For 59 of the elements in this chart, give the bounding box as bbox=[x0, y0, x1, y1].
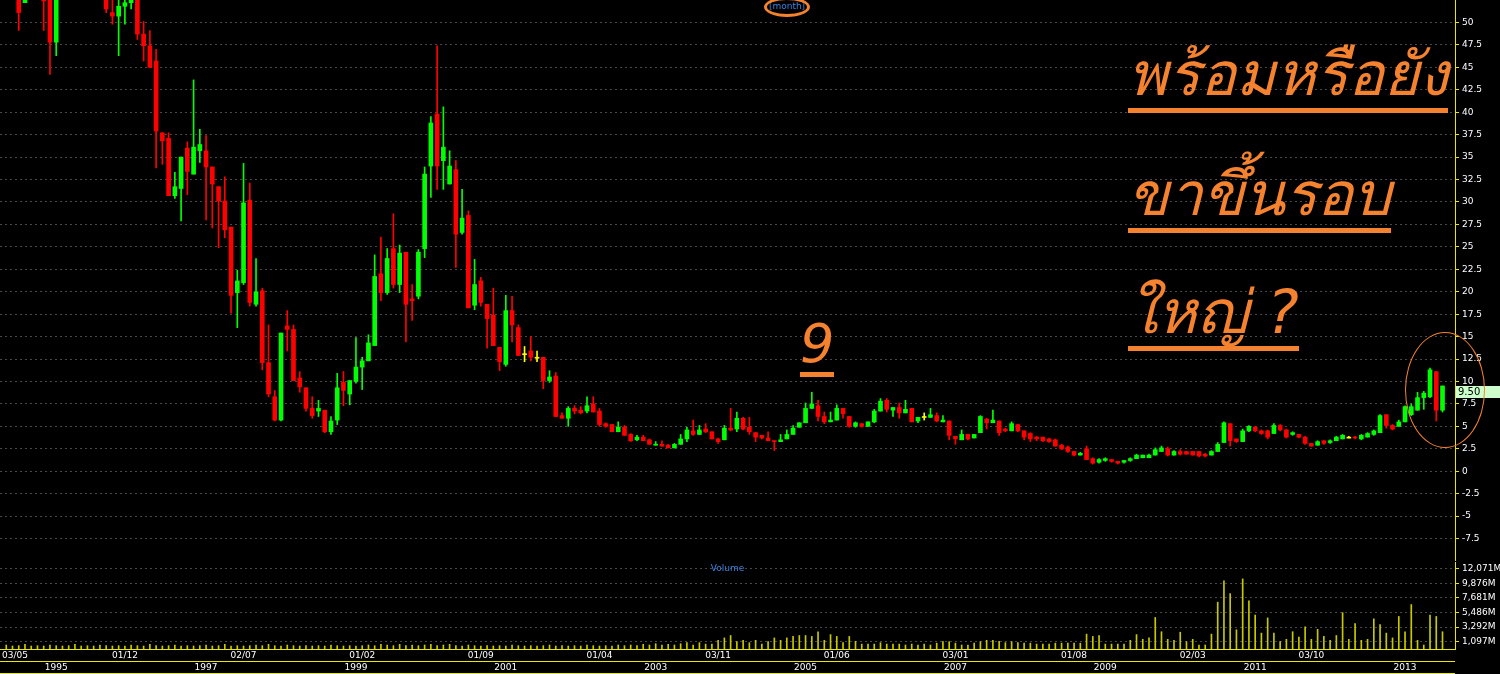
x2-tick-label: 1995 bbox=[44, 662, 68, 673]
y-tick-label: 32.5 bbox=[1462, 173, 1483, 184]
y-tick-label: 47.5 bbox=[1462, 39, 1483, 50]
y-tick-label: 30 bbox=[1462, 196, 1474, 207]
y-tick-label: 2.5 bbox=[1462, 443, 1477, 454]
annotation: ใหญ่ ? bbox=[1128, 277, 1299, 351]
y-tick-label: -7.5 bbox=[1462, 532, 1480, 543]
x-tick-label: 01/12 bbox=[111, 650, 138, 661]
y-tick-label: 3,292M bbox=[1462, 621, 1496, 632]
y-tick-label: 25 bbox=[1462, 241, 1474, 252]
annotation: 9.50 bbox=[1458, 385, 1481, 397]
x-tick-label: 02/03 bbox=[1179, 650, 1206, 661]
x-tick-label: 01/06 bbox=[823, 650, 851, 661]
x2-tick-label: 2011 bbox=[1243, 662, 1267, 673]
x2-tick-label: 2005 bbox=[794, 662, 818, 673]
y-tick-label: 15 bbox=[1462, 330, 1474, 341]
candlestick bbox=[359, 356, 365, 390]
y-tick-label: 10 bbox=[1462, 375, 1474, 386]
x-tick-label: 02/07 bbox=[230, 650, 257, 661]
annotation: 9 bbox=[800, 312, 835, 377]
x-tick-label: 01/04 bbox=[586, 650, 613, 661]
y-tick-label: 37.5 bbox=[1462, 128, 1483, 139]
y-tick-label: -5 bbox=[1462, 510, 1471, 521]
candlestick bbox=[534, 350, 540, 363]
y-tick-label: 7,681M bbox=[1462, 592, 1496, 603]
x2-tick-label: 2013 bbox=[1393, 662, 1417, 673]
y-tick-label: 5 bbox=[1462, 420, 1468, 431]
y-tick-label: 27.5 bbox=[1462, 218, 1483, 229]
y-tick-label: 7.5 bbox=[1462, 398, 1477, 409]
y-tick-label: 45 bbox=[1462, 61, 1474, 72]
x2-tick-label: 1997 bbox=[194, 662, 218, 673]
y-tick-label: 5,486M bbox=[1462, 606, 1496, 617]
x-tick-label: 03/11 bbox=[705, 650, 732, 661]
chart-title: [month] bbox=[768, 0, 806, 11]
y-tick-label: 12,071M bbox=[1462, 563, 1500, 574]
y-tick-label: 40 bbox=[1462, 106, 1474, 117]
y-tick-label: 20 bbox=[1462, 286, 1474, 297]
y-tick-label: 17.5 bbox=[1462, 308, 1483, 319]
x2-tick-label: 2003 bbox=[644, 662, 668, 673]
x2-tick-label: 2001 bbox=[494, 662, 518, 673]
x2-tick-label: 2009 bbox=[1093, 662, 1118, 673]
x-tick-label: 01/08 bbox=[1061, 650, 1088, 661]
x-tick-label: 01/02 bbox=[349, 650, 376, 661]
x-tick-label: 01/09 bbox=[467, 650, 495, 661]
y-tick-label: 9,876M bbox=[1462, 577, 1496, 588]
y-tick-label: 42.5 bbox=[1462, 84, 1483, 95]
y-tick-label: 0 bbox=[1462, 465, 1468, 476]
x2-tick-label: 2007 bbox=[943, 662, 967, 673]
x-tick-label: 03/05 bbox=[2, 650, 28, 661]
chart-title: Volume bbox=[710, 562, 745, 573]
x2-tick-label: 1999 bbox=[344, 662, 368, 673]
x-tick-label: 03/10 bbox=[1298, 650, 1325, 661]
y-tick-label: 35 bbox=[1462, 151, 1474, 162]
x-tick-label: 03/01 bbox=[942, 650, 969, 661]
y-tick-label: -2.5 bbox=[1462, 488, 1480, 499]
candlestick bbox=[122, 0, 128, 25]
y-tick-label: 1,097M bbox=[1462, 636, 1496, 647]
y-tick-label: 50 bbox=[1462, 16, 1474, 27]
y-tick-label: 22.5 bbox=[1462, 263, 1483, 274]
